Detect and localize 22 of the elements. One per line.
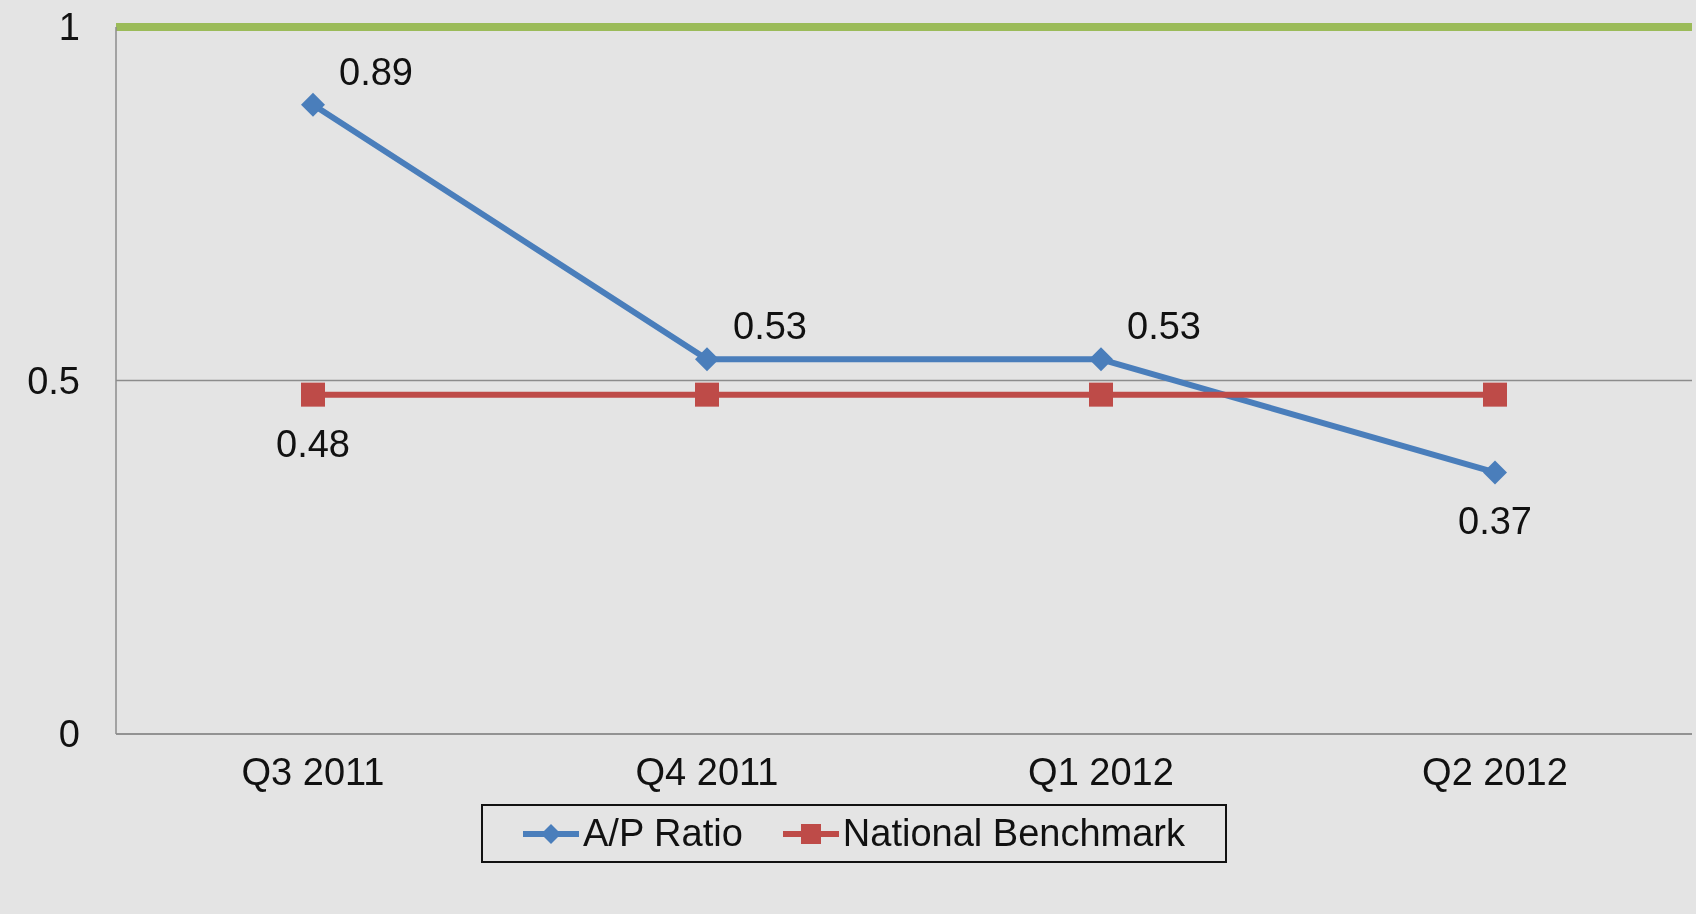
data-label: 0.48	[276, 422, 350, 465]
point	[1089, 347, 1113, 372]
point	[695, 347, 719, 372]
x-tick-label: Q4 2011	[635, 750, 779, 793]
y-tick-label: 1	[58, 6, 80, 49]
legend-label: A/P Ratio	[582, 812, 743, 855]
point	[301, 92, 325, 117]
x-tick-label: Q2 2012	[1422, 750, 1568, 793]
y-tick-label: 0	[58, 713, 80, 756]
y-tick-label: 0.5	[27, 359, 80, 402]
data-label: 0.37	[1458, 500, 1532, 543]
point	[301, 382, 325, 407]
point	[1483, 460, 1507, 485]
x-tick-label: Q3 2011	[241, 750, 385, 793]
x-tick-label: Q1 2012	[1028, 750, 1174, 793]
data-label: 0.89	[339, 50, 413, 93]
point	[1089, 382, 1113, 407]
legend-label: National Benchmark	[842, 812, 1185, 855]
point	[1483, 382, 1507, 407]
point	[695, 382, 719, 407]
data-label: 0.53	[1127, 305, 1201, 348]
data-label: 0.53	[733, 305, 807, 348]
